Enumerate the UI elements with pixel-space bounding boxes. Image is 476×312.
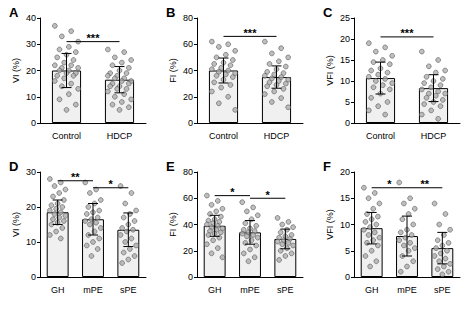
svg-text:20: 20 xyxy=(183,92,193,102)
svg-text:sPE: sPE xyxy=(277,285,294,295)
svg-text:0: 0 xyxy=(188,118,193,128)
svg-text:15: 15 xyxy=(340,193,350,203)
svg-text:GH: GH xyxy=(365,285,379,295)
svg-text:FI (%): FI (%) xyxy=(168,58,178,83)
svg-text:GH: GH xyxy=(51,285,65,295)
svg-text:*: * xyxy=(109,178,114,190)
svg-text:A: A xyxy=(9,5,19,20)
svg-text:VFI (%): VFI (%) xyxy=(325,209,335,240)
svg-text:***: *** xyxy=(87,32,101,44)
svg-text:60: 60 xyxy=(183,193,193,203)
svg-text:Control: Control xyxy=(52,131,81,141)
svg-text:HDCP: HDCP xyxy=(264,131,290,141)
svg-text:E: E xyxy=(166,159,175,174)
svg-text:**: ** xyxy=(71,171,80,183)
svg-text:Control: Control xyxy=(366,131,395,141)
svg-text:30: 30 xyxy=(26,39,36,49)
svg-text:5: 5 xyxy=(345,97,350,107)
svg-text:10: 10 xyxy=(26,237,36,247)
svg-text:10: 10 xyxy=(340,220,350,230)
svg-text:mPE: mPE xyxy=(397,285,417,295)
svg-text:sPE: sPE xyxy=(120,285,137,295)
svg-text:HDCP: HDCP xyxy=(421,131,447,141)
svg-text:sPE: sPE xyxy=(434,285,451,295)
svg-text:10: 10 xyxy=(26,92,36,102)
svg-text:*: * xyxy=(230,186,235,198)
svg-text:mPE: mPE xyxy=(240,285,260,295)
svg-text:20: 20 xyxy=(340,167,350,177)
svg-text:B: B xyxy=(166,5,175,20)
svg-text:20: 20 xyxy=(26,66,36,76)
svg-text:0: 0 xyxy=(345,118,350,128)
svg-text:C: C xyxy=(323,5,333,20)
svg-text:mPE: mPE xyxy=(83,285,103,295)
svg-text:40: 40 xyxy=(183,220,193,230)
svg-text:60: 60 xyxy=(183,39,193,49)
svg-text:0: 0 xyxy=(31,118,36,128)
svg-text:20: 20 xyxy=(183,246,193,256)
svg-text:0: 0 xyxy=(31,272,36,282)
svg-text:*: * xyxy=(387,178,392,190)
svg-text:VI (%): VI (%) xyxy=(11,58,21,83)
svg-text:15: 15 xyxy=(340,55,350,65)
svg-text:**: ** xyxy=(420,178,429,190)
svg-text:GH: GH xyxy=(208,285,222,295)
svg-text:VFI (%): VFI (%) xyxy=(325,55,335,86)
svg-text:VI (%): VI (%) xyxy=(11,212,21,237)
svg-text:HDCP: HDCP xyxy=(107,131,133,141)
svg-text:D: D xyxy=(9,159,18,174)
svg-text:***: *** xyxy=(401,27,415,39)
svg-text:*: * xyxy=(266,189,271,201)
svg-text:40: 40 xyxy=(26,13,36,23)
svg-text:30: 30 xyxy=(26,167,36,177)
svg-text:***: *** xyxy=(244,27,258,39)
svg-text:20: 20 xyxy=(26,202,36,212)
svg-text:FI (%): FI (%) xyxy=(168,212,178,237)
svg-text:F: F xyxy=(323,159,331,174)
svg-text:80: 80 xyxy=(183,13,193,23)
svg-text:20: 20 xyxy=(340,34,350,44)
svg-text:40: 40 xyxy=(183,66,193,76)
svg-text:25: 25 xyxy=(340,13,350,23)
svg-text:5: 5 xyxy=(345,246,350,256)
svg-text:80: 80 xyxy=(183,167,193,177)
svg-text:Control: Control xyxy=(209,131,238,141)
svg-text:0: 0 xyxy=(188,272,193,282)
svg-text:10: 10 xyxy=(340,76,350,86)
svg-text:0: 0 xyxy=(345,272,350,282)
